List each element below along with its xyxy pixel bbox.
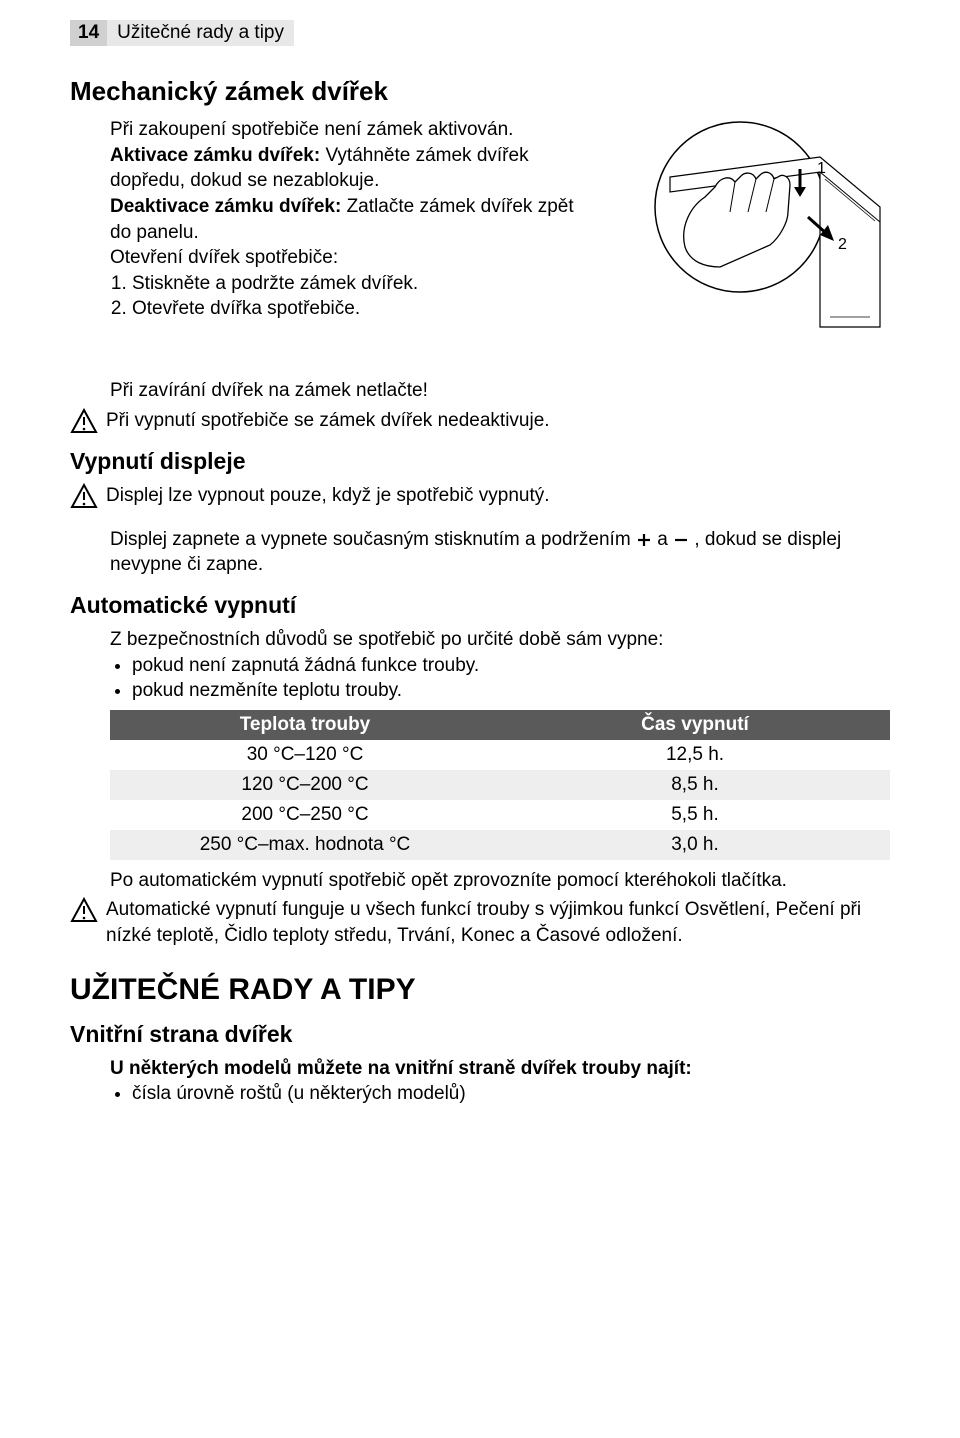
list-item: čísla úrovně roštů (u některých modelů): [132, 1081, 890, 1107]
table-cell: 200 °C–250 °C: [110, 800, 500, 830]
section-title-tips: UŽITEČNÉ RADY A TIPY: [70, 973, 890, 1007]
table-row: 200 °C–250 °C5,5 h.: [110, 800, 890, 830]
table-cell: 30 °C–120 °C: [110, 740, 500, 770]
minus-icon: [673, 532, 689, 548]
caution-display1: Displej lze vypnout pouze, když je spotř…: [70, 483, 890, 509]
caution-auto-text: Automatické vypnutí funguje u všech funk…: [106, 897, 890, 948]
table-cell: 3,0 h.: [500, 830, 890, 860]
list-item: Otevřete dvířka spotřebiče.: [132, 296, 600, 322]
door-bullets: čísla úrovně roštů (u některých modelů): [70, 1081, 890, 1107]
table-row: 250 °C–max. hodnota °C3,0 h.: [110, 830, 890, 860]
page-header: 14 Užitečné rady a tipy: [70, 20, 890, 46]
auto-off-table: Teplota trouby Čas vypnutí 30 °C–120 °C1…: [110, 710, 890, 860]
illus-label-1: 1: [817, 160, 826, 177]
auto-intro: Z bezpečnostních důvodů se spotřebič po …: [70, 627, 890, 653]
section-title-display: Vypnutí displeje: [70, 448, 890, 475]
caution-icon: [70, 897, 98, 923]
auto-bullets: pokud není zapnutá žádná funkce trouby. …: [70, 653, 890, 704]
table-cell: 250 °C–max. hodnota °C: [110, 830, 500, 860]
door-lock-illustration-svg: 1 2: [620, 117, 890, 337]
lock-text-column: Při zakoupení spotřebiče není zámek akti…: [70, 117, 600, 322]
list-item: pokud není zapnutá žádná funkce trouby.: [132, 653, 890, 679]
caution-icon: [70, 483, 98, 509]
section-title-door: Vnitřní strana dvířek: [70, 1021, 890, 1048]
table-cell: 8,5 h.: [500, 770, 890, 800]
section-title-lock: Mechanický zámek dvířek: [70, 76, 890, 107]
list-item: Stiskněte a podržte zámek dvířek.: [132, 271, 600, 297]
lock-deactivate-label: Deaktivace zámku dvířek:: [110, 196, 341, 217]
lock-illustration: 1 2: [620, 117, 890, 342]
display-note2: Displej zapnete a vypnete současným stis…: [70, 527, 890, 578]
illus-label-2: 2: [838, 236, 847, 253]
lock-deactivate: Deaktivace zámku dvířek: Zatlačte zámek …: [70, 194, 600, 245]
table-header-time: Čas vypnutí: [500, 710, 890, 740]
table-cell: 12,5 h.: [500, 740, 890, 770]
lock-intro: Při zakoupení spotřebiče není zámek akti…: [70, 117, 600, 143]
table-row: 30 °C–120 °C12,5 h.: [110, 740, 890, 770]
display-note2-b: a: [657, 529, 673, 550]
table-cell: 5,5 h.: [500, 800, 890, 830]
section-title-auto: Automatické vypnutí: [70, 592, 890, 619]
close-note: Při zavírání dvířek na zámek netlačte!: [70, 378, 890, 404]
lock-open-steps: Stiskněte a podržte zámek dvířek. Otevře…: [70, 271, 600, 322]
page-number: 14: [70, 20, 107, 46]
caution-auto: Automatické vypnutí funguje u všech funk…: [70, 897, 890, 948]
table-header-temp: Teplota trouby: [110, 710, 500, 740]
plus-icon: [636, 532, 652, 548]
auto-after: Po automatickém vypnutí spotřebič opět z…: [70, 868, 890, 894]
lock-activate-label: Aktivace zámku dvířek:: [110, 145, 320, 166]
table-row: 120 °C–200 °C8,5 h.: [110, 770, 890, 800]
list-item: pokud nezměníte teplotu trouby.: [132, 678, 890, 704]
caution-display1-text: Displej lze vypnout pouze, když je spotř…: [106, 483, 890, 509]
caution-icon: [70, 408, 98, 434]
table-cell: 120 °C–200 °C: [110, 770, 500, 800]
lock-activate: Aktivace zámku dvířek: Vytáhněte zámek d…: [70, 143, 600, 194]
lock-section-row: Při zakoupení spotřebiče není zámek akti…: [70, 117, 890, 342]
table-header-row: Teplota trouby Čas vypnutí: [110, 710, 890, 740]
lock-open-label: Otevření dvířek spotřebiče:: [70, 245, 600, 271]
caution-off: Při vypnutí spotřebiče se zámek dvířek n…: [70, 408, 890, 434]
caution-off-text: Při vypnutí spotřebiče se zámek dvířek n…: [106, 408, 890, 434]
page-header-title: Užitečné rady a tipy: [107, 20, 294, 46]
display-note2-a: Displej zapnete a vypnete současným stis…: [110, 529, 636, 550]
door-intro: U některých modelů můžete na vnitřní str…: [70, 1056, 890, 1082]
